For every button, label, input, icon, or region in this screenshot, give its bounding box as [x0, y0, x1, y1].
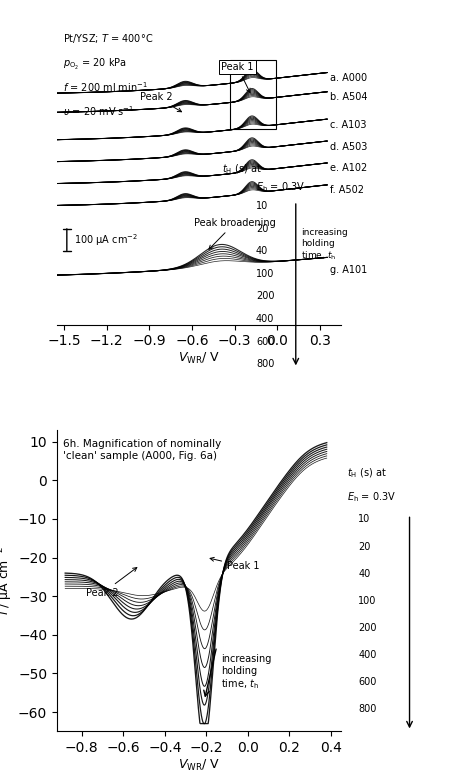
Text: Pt/YSZ; $T$ = 400°C: Pt/YSZ; $T$ = 400°C: [63, 33, 153, 45]
Text: increasing
holding
time, $t_{\mathrm{h}}$: increasing holding time, $t_{\mathrm{h}}…: [301, 228, 348, 262]
Text: Peak 2: Peak 2: [140, 92, 182, 112]
Text: c. A103: c. A103: [330, 120, 366, 130]
Text: Peak 1: Peak 1: [221, 62, 254, 93]
Text: 40: 40: [256, 247, 268, 256]
Text: 10: 10: [358, 514, 371, 524]
Text: 10: 10: [256, 201, 268, 211]
Text: 400: 400: [256, 314, 274, 324]
Text: Peak 2: Peak 2: [86, 567, 137, 598]
Text: Peak broadening: Peak broadening: [194, 218, 275, 249]
Y-axis label: $i$ / μA cm$^{-2}$: $i$ / μA cm$^{-2}$: [0, 546, 15, 615]
Text: b. A504: b. A504: [330, 93, 367, 102]
Text: 200: 200: [358, 623, 377, 633]
Text: 200: 200: [256, 292, 274, 301]
Text: 600: 600: [256, 337, 274, 347]
Text: 800: 800: [256, 359, 274, 370]
Text: 100: 100: [256, 269, 274, 279]
Text: $\upsilon$ = 20 mV s$^{-1}$: $\upsilon$ = 20 mV s$^{-1}$: [63, 105, 134, 118]
Text: 40: 40: [358, 569, 371, 579]
Text: $t_{\mathrm{H}}$ (s) at: $t_{\mathrm{H}}$ (s) at: [347, 466, 387, 480]
Text: d. A503: d. A503: [330, 142, 367, 152]
Text: 600: 600: [358, 677, 377, 687]
Text: Peak 1: Peak 1: [210, 557, 260, 571]
Text: $p_{\mathrm{O_2}}$ = 20 kPa: $p_{\mathrm{O_2}}$ = 20 kPa: [63, 57, 127, 72]
Text: $E_{\mathrm{h}}$ = 0.3V: $E_{\mathrm{h}}$ = 0.3V: [256, 180, 305, 194]
Text: f. A502: f. A502: [330, 185, 364, 195]
X-axis label: $V_{\mathrm{WR}}$/ V: $V_{\mathrm{WR}}$/ V: [178, 758, 220, 773]
Text: 20: 20: [358, 541, 371, 552]
Text: a. A000: a. A000: [330, 73, 367, 83]
Text: g. A101: g. A101: [330, 265, 367, 275]
Text: 400: 400: [358, 650, 377, 660]
Text: 100 μA cm$^{-2}$: 100 μA cm$^{-2}$: [74, 232, 138, 247]
Text: $E_{\mathrm{h}}$ = 0.3V: $E_{\mathrm{h}}$ = 0.3V: [347, 490, 396, 504]
Text: 20: 20: [256, 224, 268, 233]
Text: 6h. Magnification of nominally
'clean' sample (A000, Fig. 6a): 6h. Magnification of nominally 'clean' s…: [63, 439, 221, 461]
Text: $f$ = 200 ml min$^{-1}$: $f$ = 200 ml min$^{-1}$: [63, 81, 147, 94]
Text: 100: 100: [358, 596, 377, 606]
Text: increasing
holding
time, $t_{\mathrm{h}}$: increasing holding time, $t_{\mathrm{h}}…: [221, 654, 271, 692]
Text: 800: 800: [358, 704, 377, 714]
X-axis label: $V_{\mathrm{WR}}$/ V: $V_{\mathrm{WR}}$/ V: [178, 351, 220, 366]
Text: $t_{\mathrm{H}}$ (s) at: $t_{\mathrm{H}}$ (s) at: [222, 162, 262, 176]
Text: e. A102: e. A102: [330, 163, 367, 173]
